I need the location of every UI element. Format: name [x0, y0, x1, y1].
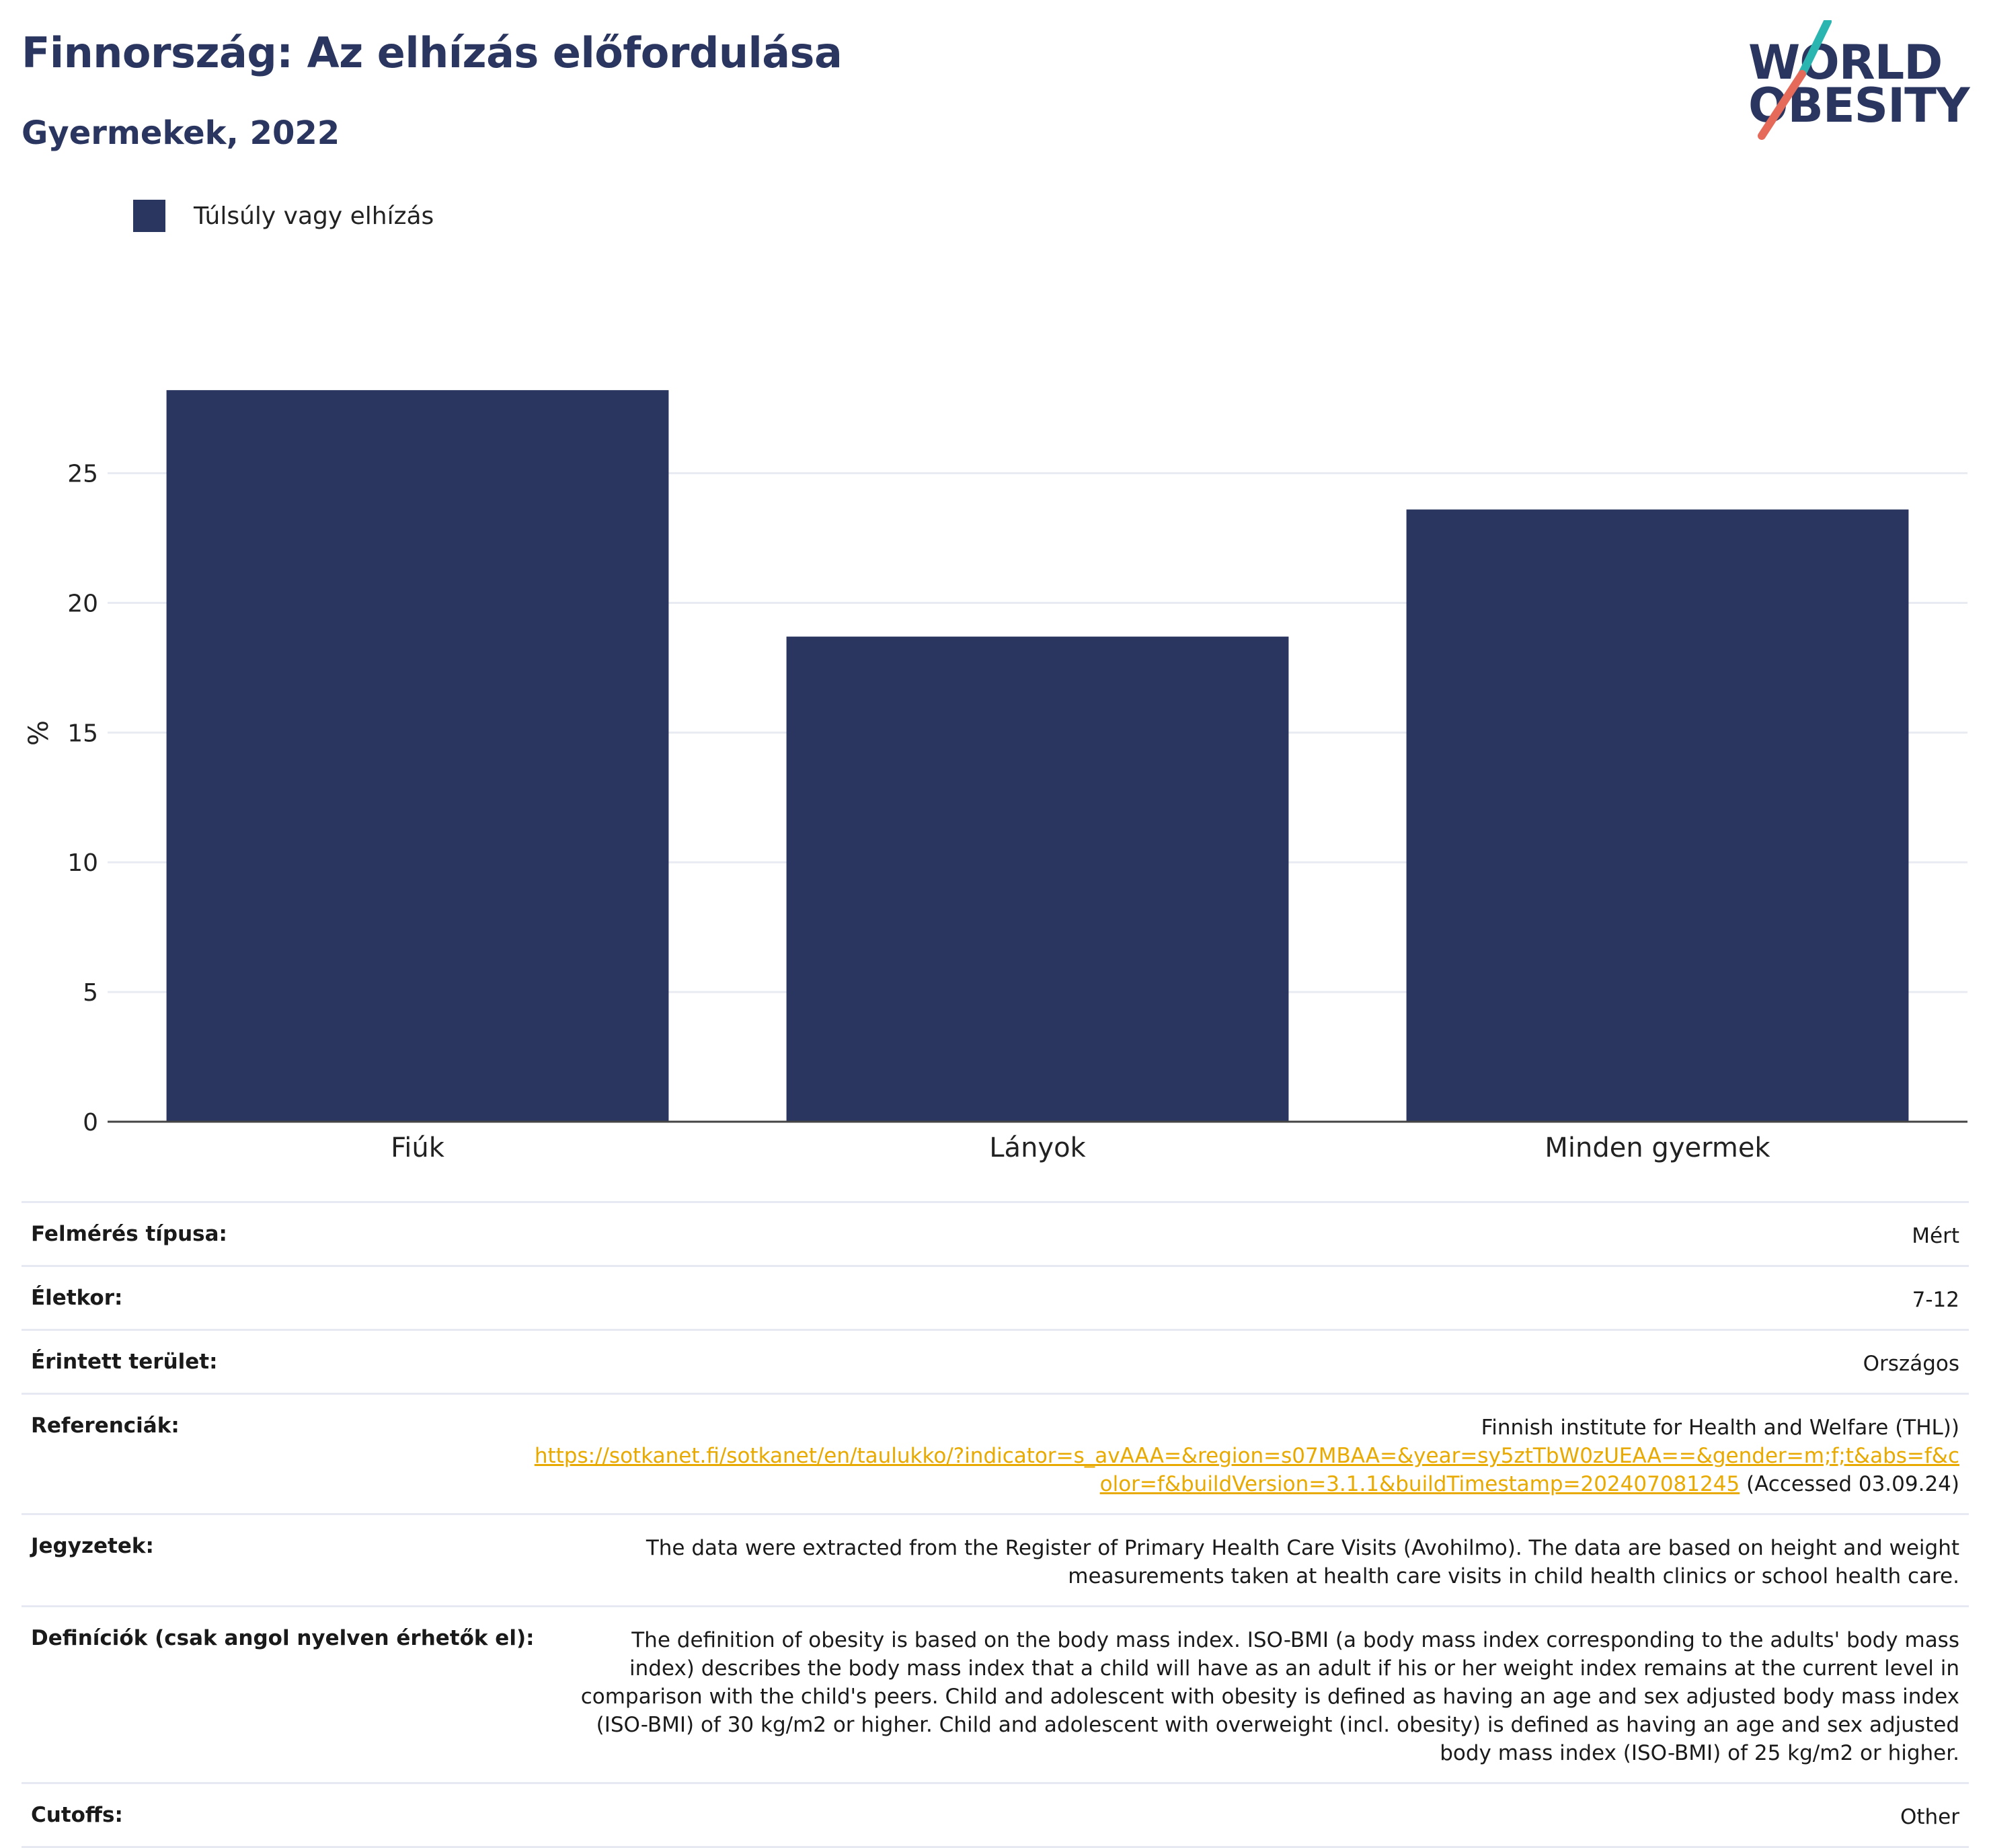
x-tick-label: Minden gyermek [1545, 1132, 1770, 1163]
bar[interactable] [1406, 509, 1909, 1122]
info-table: Felmérés típusa: Mért Életkor: 7-12 Érin… [22, 1201, 1969, 1848]
info-row-area: Érintett terület: Országos [22, 1329, 1969, 1393]
y-tick-label: 15 [67, 720, 98, 747]
info-value: 7-12 [1912, 1288, 1959, 1312]
y-tick-label: 10 [67, 849, 98, 877]
y-tick-label: 25 [67, 461, 98, 488]
info-row-notes: Jegyzetek: The data were extracted from … [22, 1513, 1969, 1605]
x-tick-label: Fiúk [391, 1132, 445, 1163]
reference-link[interactable]: https://sotkanet.fi/sotkanet/en/taulukko… [534, 1444, 1959, 1496]
logo-slash-icon [1758, 20, 1832, 140]
info-label: Cutoffs: [31, 1803, 123, 1827]
info-label: Referenciák: [31, 1414, 180, 1438]
info-row-references: Referenciák: Finnish institute for Healt… [22, 1393, 1969, 1513]
y-tick-label: 20 [67, 590, 98, 617]
info-value: Országos [1863, 1352, 1959, 1376]
legend-swatch [133, 200, 165, 232]
page-title: Finnország: Az elhízás előfordulása [22, 28, 843, 77]
y-tick-label: 5 [83, 979, 98, 1007]
bar[interactable] [786, 636, 1289, 1122]
info-value: The data were extracted from the Registe… [646, 1536, 1959, 1588]
info-row-age: Életkor: 7-12 [22, 1265, 1969, 1329]
info-value: Mért [1912, 1224, 1959, 1248]
bar[interactable] [166, 390, 669, 1122]
page-subtitle: Gyermekek, 2022 [22, 114, 340, 152]
x-tick-label: Lányok [989, 1132, 1086, 1163]
reference-accessed: (Accessed 03.09.24) [1746, 1472, 1959, 1496]
info-value: The definition of obesity is based on th… [580, 1628, 1959, 1765]
info-row-survey-type: Felmérés típusa: Mért [22, 1201, 1969, 1265]
info-row-definitions: Definíciók (csak angol nyelven érhetők e… [22, 1605, 1969, 1782]
info-label: Felmérés típusa: [31, 1222, 227, 1246]
legend-label: Túlsúly vagy elhízás [194, 202, 434, 230]
bar-chart: 0 5 10 15 20 25 Fiúk Lányok Minden gyermek [67, 390, 1967, 1163]
info-row-cutoffs: Cutoffs: Other [22, 1782, 1969, 1848]
chart-legend: Túlsúly vagy elhízás [133, 199, 434, 233]
info-label: Életkor: [31, 1286, 123, 1310]
info-value: Other [1900, 1805, 1959, 1829]
info-label: Érintett terület: [31, 1350, 218, 1374]
info-value: Finnish institute for Health and Welfare… [534, 1414, 1959, 1498]
y-tick-label: 0 [83, 1109, 98, 1137]
reference-source: Finnish institute for Health and Welfare… [1481, 1416, 1959, 1440]
info-label: Definíciók (csak angol nyelven érhetők e… [31, 1626, 535, 1650]
logo-line-1: WORLD [1748, 35, 1943, 90]
info-label: Jegyzetek: [31, 1534, 154, 1558]
world-obesity-logo: WORLD OBESITY [1748, 20, 1970, 141]
